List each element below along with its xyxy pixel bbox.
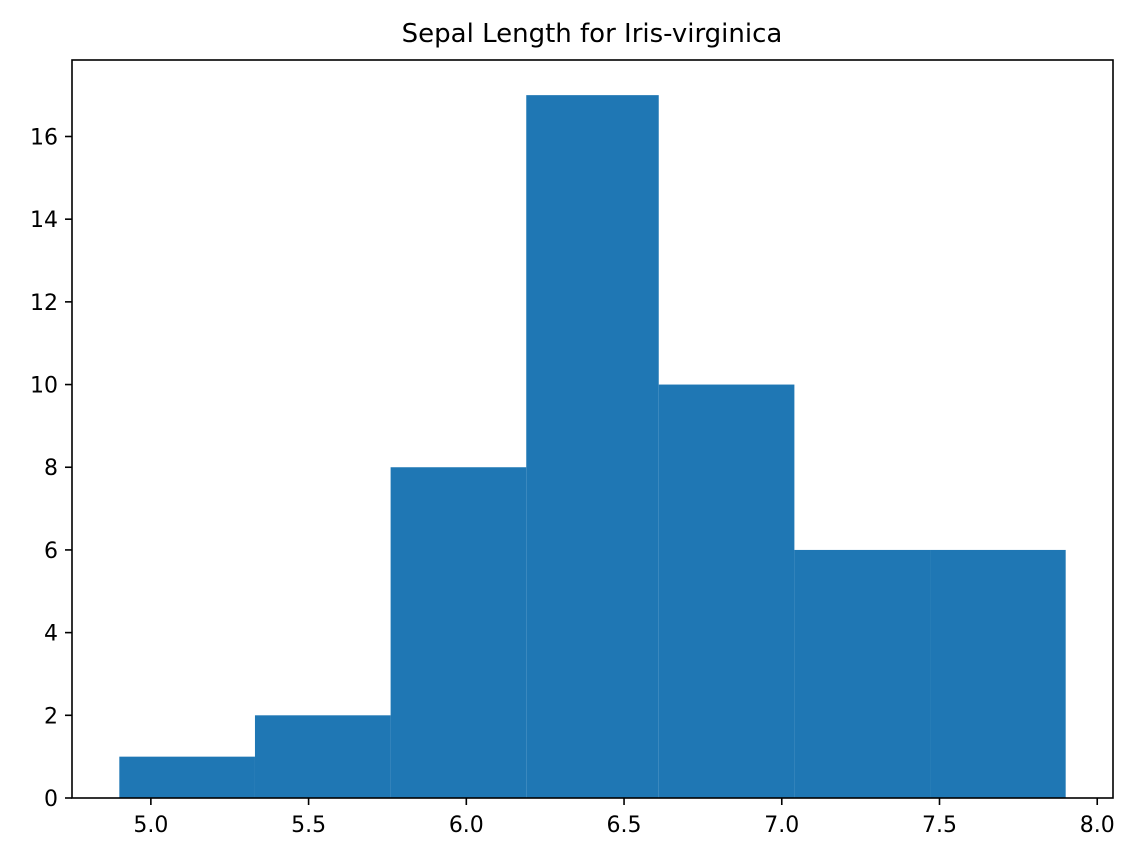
- y-tick-label-3: 4: [44, 622, 58, 647]
- y-tick-label-2: 2: [44, 704, 58, 729]
- y-tick-label-9: 16: [30, 125, 58, 150]
- y-tick-label-1: 0: [44, 787, 58, 812]
- bars-layer: [119, 95, 1066, 798]
- chart-title: Sepal Length for Iris-virginica: [402, 19, 783, 49]
- x-tick-label-1: 5.0: [133, 813, 168, 838]
- histogram-bar-3: [390, 467, 527, 798]
- x-tick-label-7: 8.0: [1080, 813, 1115, 838]
- histogram-bar-1: [119, 756, 255, 798]
- x-tick-label-4: 6.5: [607, 813, 642, 838]
- y-tick-label-4: 6: [44, 539, 58, 564]
- ticks-layer: 5.0 5.5 6.0 6.5 7.0 7.5 8.0 0 2 4 6 8 10 12 14 16: [30, 125, 1115, 838]
- histogram-bar-4: [526, 95, 659, 798]
- x-tick-label-5: 7.0: [764, 813, 799, 838]
- x-tick-label-3: 6.0: [449, 813, 484, 838]
- y-tick-label-5: 8: [44, 456, 58, 481]
- plot-frame: [71, 59, 1114, 799]
- histogram-bar-2: [254, 715, 391, 798]
- y-tick-label-7: 12: [30, 291, 58, 316]
- y-tick-label-8: 14: [30, 208, 58, 233]
- histogram-bar-6: [794, 549, 931, 798]
- x-tick-label-2: 5.5: [291, 813, 326, 838]
- y-tick-label-6: 10: [30, 374, 58, 399]
- histogram-bar-7: [930, 549, 1066, 798]
- histogram-bar-5: [658, 384, 795, 798]
- x-tick-label-6: 7.5: [922, 813, 957, 838]
